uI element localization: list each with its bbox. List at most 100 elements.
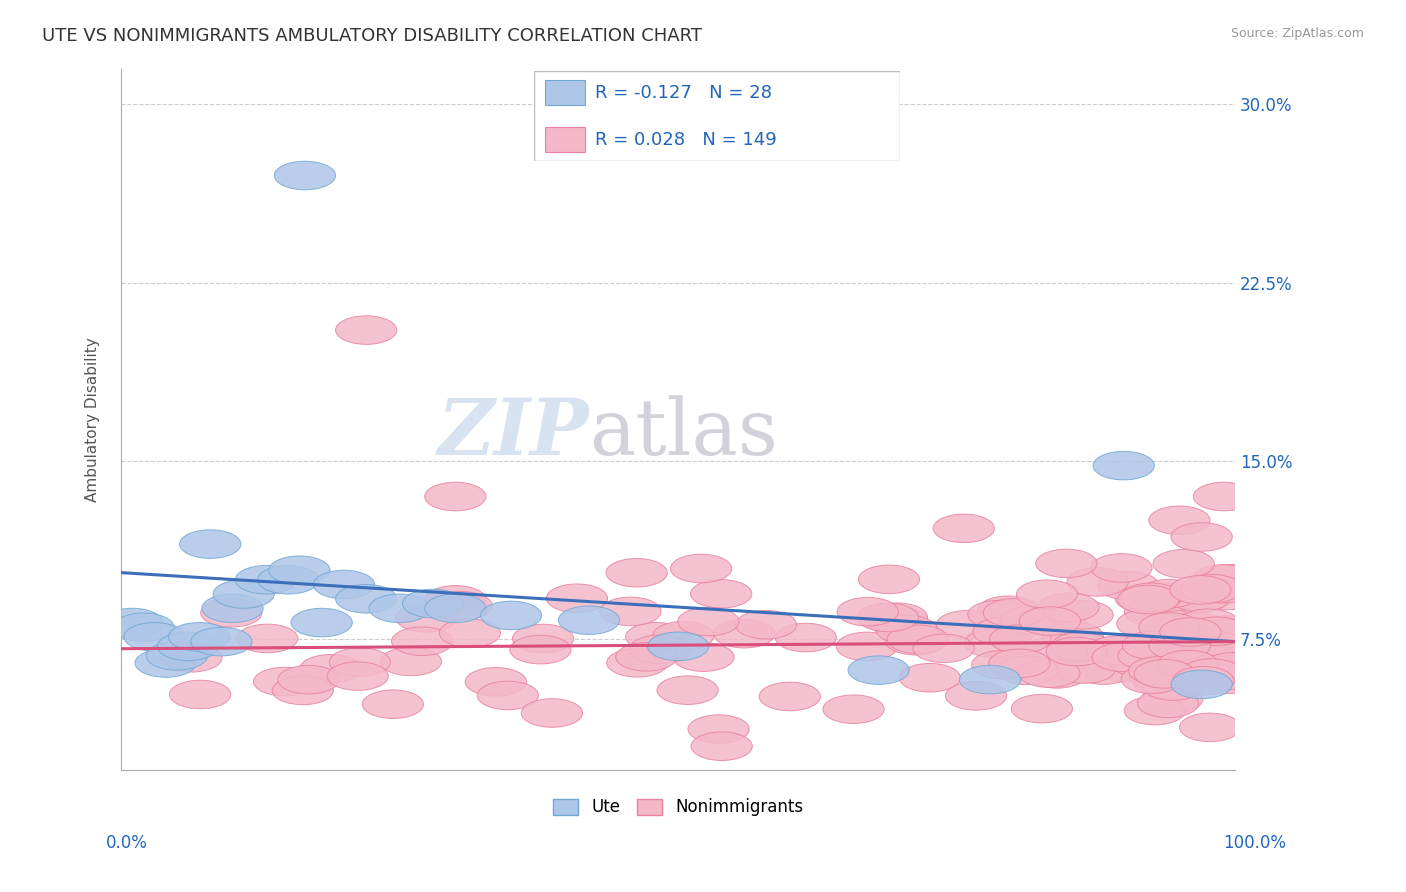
- Ellipse shape: [124, 623, 186, 651]
- Ellipse shape: [1199, 565, 1261, 593]
- Ellipse shape: [1067, 567, 1128, 596]
- Ellipse shape: [673, 643, 734, 672]
- Ellipse shape: [1042, 622, 1104, 650]
- Ellipse shape: [945, 681, 1007, 710]
- Ellipse shape: [977, 596, 1039, 624]
- Ellipse shape: [214, 580, 274, 608]
- Ellipse shape: [1166, 613, 1226, 641]
- Ellipse shape: [425, 483, 486, 511]
- FancyBboxPatch shape: [534, 71, 900, 161]
- Bar: [546, 128, 585, 152]
- Ellipse shape: [1121, 665, 1182, 693]
- Ellipse shape: [202, 594, 263, 623]
- Ellipse shape: [1168, 636, 1230, 665]
- Ellipse shape: [1143, 672, 1204, 700]
- Ellipse shape: [135, 648, 197, 677]
- Ellipse shape: [606, 648, 668, 677]
- Ellipse shape: [837, 632, 897, 661]
- Ellipse shape: [1019, 659, 1080, 688]
- Ellipse shape: [657, 676, 718, 705]
- Ellipse shape: [1143, 654, 1205, 682]
- Ellipse shape: [1160, 618, 1220, 647]
- Ellipse shape: [425, 585, 486, 614]
- Ellipse shape: [146, 641, 208, 670]
- Ellipse shape: [1202, 653, 1263, 681]
- Ellipse shape: [180, 530, 240, 558]
- Ellipse shape: [1194, 483, 1254, 511]
- Ellipse shape: [1185, 617, 1247, 646]
- Ellipse shape: [988, 649, 1050, 678]
- Ellipse shape: [1159, 626, 1219, 655]
- Ellipse shape: [1149, 506, 1211, 534]
- Ellipse shape: [1140, 582, 1201, 611]
- Ellipse shape: [648, 632, 709, 661]
- Ellipse shape: [512, 624, 574, 653]
- Text: Source: ZipAtlas.com: Source: ZipAtlas.com: [1230, 27, 1364, 40]
- Ellipse shape: [934, 514, 994, 542]
- Ellipse shape: [973, 617, 1035, 646]
- Ellipse shape: [671, 554, 731, 582]
- Ellipse shape: [1181, 574, 1241, 603]
- Ellipse shape: [368, 594, 430, 623]
- Ellipse shape: [558, 606, 620, 634]
- Ellipse shape: [1171, 670, 1232, 698]
- Ellipse shape: [170, 681, 231, 709]
- Ellipse shape: [274, 161, 336, 190]
- Ellipse shape: [1026, 659, 1087, 688]
- Ellipse shape: [887, 625, 949, 654]
- Ellipse shape: [1137, 646, 1199, 674]
- Ellipse shape: [1180, 630, 1240, 658]
- Ellipse shape: [1017, 580, 1077, 608]
- Ellipse shape: [1052, 600, 1114, 629]
- Ellipse shape: [1142, 656, 1202, 684]
- Ellipse shape: [1133, 668, 1195, 697]
- Ellipse shape: [1178, 656, 1239, 684]
- Ellipse shape: [336, 316, 396, 344]
- Ellipse shape: [866, 607, 928, 635]
- Ellipse shape: [965, 629, 1025, 657]
- Text: ZIP: ZIP: [437, 395, 589, 472]
- Ellipse shape: [439, 619, 501, 648]
- Text: atlas: atlas: [589, 395, 778, 471]
- Ellipse shape: [253, 667, 315, 696]
- Ellipse shape: [380, 648, 441, 676]
- Ellipse shape: [600, 597, 661, 625]
- Ellipse shape: [900, 664, 960, 692]
- Ellipse shape: [1108, 648, 1170, 676]
- Ellipse shape: [775, 624, 837, 652]
- Ellipse shape: [1001, 607, 1063, 635]
- Ellipse shape: [481, 601, 541, 630]
- Ellipse shape: [395, 604, 457, 632]
- Ellipse shape: [616, 642, 678, 671]
- Ellipse shape: [1153, 549, 1215, 578]
- Text: 100.0%: 100.0%: [1223, 834, 1286, 852]
- Ellipse shape: [1097, 653, 1157, 681]
- Ellipse shape: [1150, 654, 1212, 682]
- Ellipse shape: [402, 590, 464, 618]
- Ellipse shape: [866, 603, 928, 632]
- Ellipse shape: [1125, 697, 1185, 725]
- Ellipse shape: [160, 643, 222, 672]
- Ellipse shape: [522, 698, 582, 727]
- Ellipse shape: [201, 599, 262, 627]
- Ellipse shape: [257, 566, 319, 594]
- Ellipse shape: [972, 650, 1033, 679]
- Ellipse shape: [936, 610, 998, 639]
- Ellipse shape: [1092, 643, 1153, 672]
- Ellipse shape: [1122, 632, 1184, 660]
- Ellipse shape: [157, 632, 218, 661]
- Ellipse shape: [688, 714, 749, 743]
- Ellipse shape: [1173, 666, 1234, 695]
- Ellipse shape: [1198, 619, 1258, 648]
- Ellipse shape: [1129, 661, 1191, 690]
- Ellipse shape: [990, 624, 1050, 653]
- Ellipse shape: [1199, 633, 1260, 662]
- Ellipse shape: [1170, 583, 1230, 612]
- Ellipse shape: [823, 695, 884, 723]
- Ellipse shape: [1135, 627, 1195, 656]
- Ellipse shape: [1011, 694, 1073, 723]
- Ellipse shape: [1038, 593, 1099, 622]
- Ellipse shape: [1149, 632, 1211, 660]
- Ellipse shape: [1098, 571, 1159, 599]
- Ellipse shape: [1073, 656, 1135, 684]
